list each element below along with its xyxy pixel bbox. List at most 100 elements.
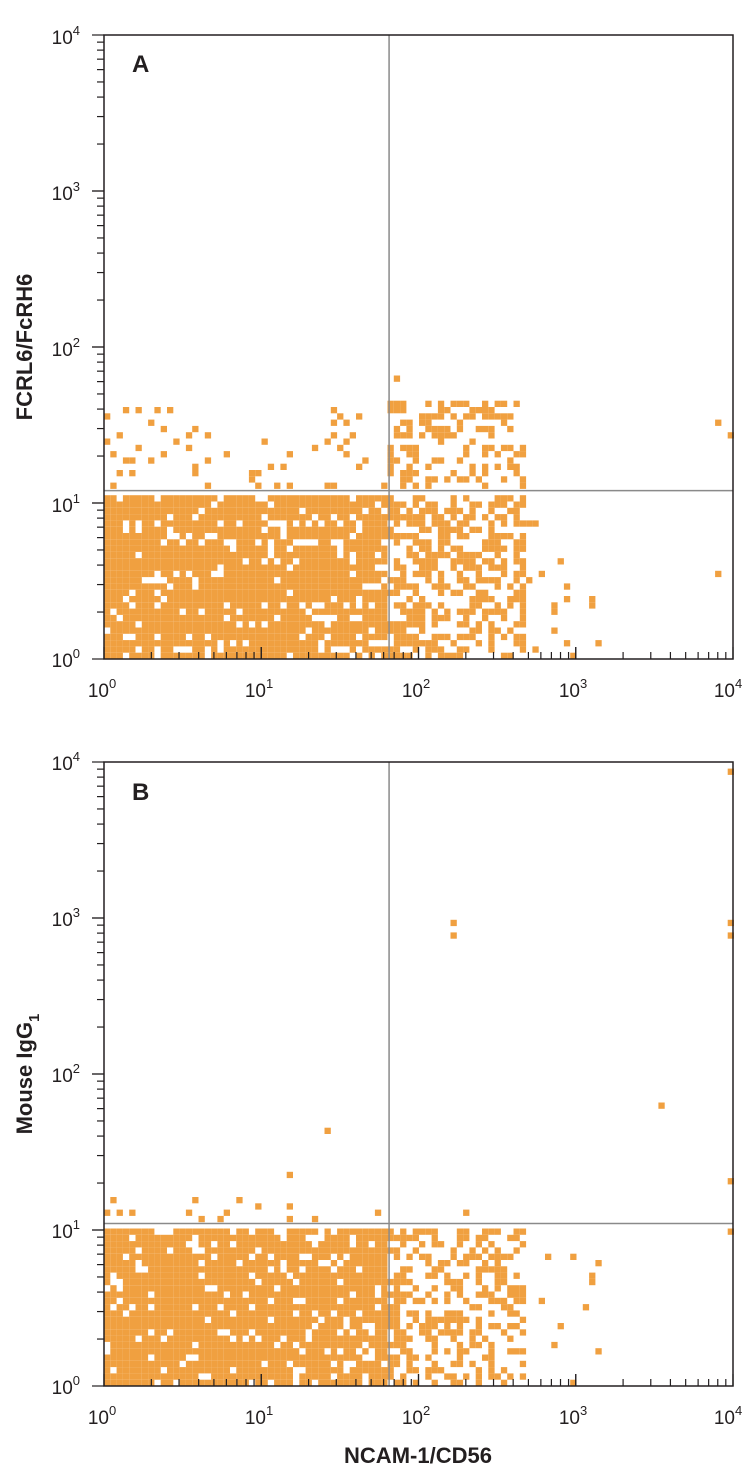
panel-a-event-dot [324,539,331,546]
panel-b-event-dot [374,1228,382,1235]
panel-b-event-dot [154,1304,161,1311]
panel-a-event-dot [154,564,161,571]
panel-a-event-dot [230,627,237,634]
panel-b-event-dot [305,1228,312,1235]
panel-b-event-dot [261,1354,268,1361]
panel-a-event-dot [217,545,224,552]
panel-b-event-dot [122,1348,130,1355]
panel-b-event-dot [223,1297,230,1305]
panel-b-event-dot [368,1272,375,1279]
panel-b-event-dot [500,1297,508,1305]
panel-a-event-dot [425,602,432,609]
panel-b-event-dot [469,1247,476,1254]
panel-b-event-dot [104,1304,111,1311]
panel-b-ytick-label-3: 103 [52,905,80,931]
panel-b-event-dot [141,1310,149,1317]
panel-a-event-dot [192,495,199,502]
panel-b-event-dot [311,1285,319,1292]
panel-b-event-dot [192,1197,199,1204]
panel-b-event-dot [116,1272,123,1279]
panel-a-event-dot [236,495,243,502]
panel-b-event-dot [185,1348,193,1355]
panel-b-event-dot [242,1253,249,1260]
panel-b-event-dot [160,1241,167,1248]
panel-b-event-dot [324,1329,331,1336]
panel-a-event-dot [299,646,306,653]
panel-b-event-dot [368,1310,375,1317]
panel-a-event-dot [299,577,306,584]
panel-a-event-dot [356,463,363,470]
panel-b-event-dot [337,1341,344,1349]
panel-a-event-dot [337,533,344,540]
panel-a-event-dot [110,501,117,508]
panel-b-event-dot [154,1266,161,1273]
panel-a-event-dot [469,608,476,615]
panel-a-event-dot [444,520,451,527]
panel-a-event-dot [343,633,350,641]
panel-a-event-dot [154,640,161,647]
panel-b-event-dot [324,1234,331,1242]
panel-a-event-dot [274,495,281,502]
panel-a-event-dot [469,407,476,414]
panel-b-event-dot [513,1323,520,1330]
panel-a-event-dot [368,539,375,546]
panel-b-event-dot [160,1360,167,1368]
panel-a-event-dot [286,596,293,603]
panel-a-event-dot [450,564,457,571]
panel-a-event-dot [482,514,489,521]
panel-a-event-dot [129,520,136,527]
panel-a-event-dot [299,495,306,502]
panel-a-event-dot [469,558,476,565]
panel-a-event-dot [192,602,199,609]
panel-b-event-dot [368,1291,375,1298]
panel-b-event-dot [425,1335,432,1342]
panel-a-event-dot [437,425,445,433]
panel-b-event-dot [236,1304,243,1311]
panel-a-event-dot [444,526,451,533]
panel-b-event-dot [148,1266,155,1273]
panel-b-event-dot [280,1341,287,1349]
panel-a-event-dot [129,514,136,521]
panel-a-event-dot [387,514,394,521]
panel-b-event-dot [154,1360,161,1368]
panel-b-event-dot [286,1367,293,1374]
panel-b-event-dot [230,1285,237,1292]
panel-a-event-dot [242,589,249,596]
panel-b-event-dot [519,1373,527,1380]
panel-b-event-dot [318,1253,325,1260]
panel-a-event-dot [463,583,470,590]
panel-a-event-dot [167,545,174,552]
panel-a-event-dot [261,438,268,445]
panel-a-event-dot [337,614,344,622]
panel-a-event-dot [563,596,571,603]
panel-b-event-dot [154,1234,161,1242]
panel-b-event-dot [104,1266,111,1273]
panel-b-event-dot [299,1304,306,1311]
panel-b-event-dot [274,1266,281,1273]
panel-b-event-dot [104,1354,111,1361]
panel-b-event-dot [368,1253,375,1260]
panel-a-event-dot [507,425,514,433]
panel-a-event-dot [343,539,350,546]
panel-b-event-dot [374,1297,382,1305]
panel-a-event-dot [444,652,451,659]
panel-a-event-dot [160,558,167,565]
panel-b-event-dot [192,1278,199,1286]
panel-a-event-dot [223,564,230,571]
panel-a-event-dot [469,514,476,521]
panel-a-event-dot [400,577,407,584]
panel-a-event-dot [412,551,419,559]
panel-a-event-dot [129,614,136,622]
panel-a-event-dot [204,583,212,590]
panel-b-event-dot [116,1323,123,1330]
panel-b-event-dot [135,1373,142,1380]
panel-a-event-dot [431,432,438,439]
panel-a-event-dot [368,646,375,653]
panel-a-event-dot [362,646,369,653]
panel-b-event-dot [135,1297,142,1305]
panel-b-event-dot [362,1297,369,1305]
panel-b-event-dot [374,1272,382,1279]
panel-b-event-dot [324,1335,331,1342]
panel-b-event-dot [167,1323,174,1330]
panel-b-event-dot [267,1367,275,1374]
